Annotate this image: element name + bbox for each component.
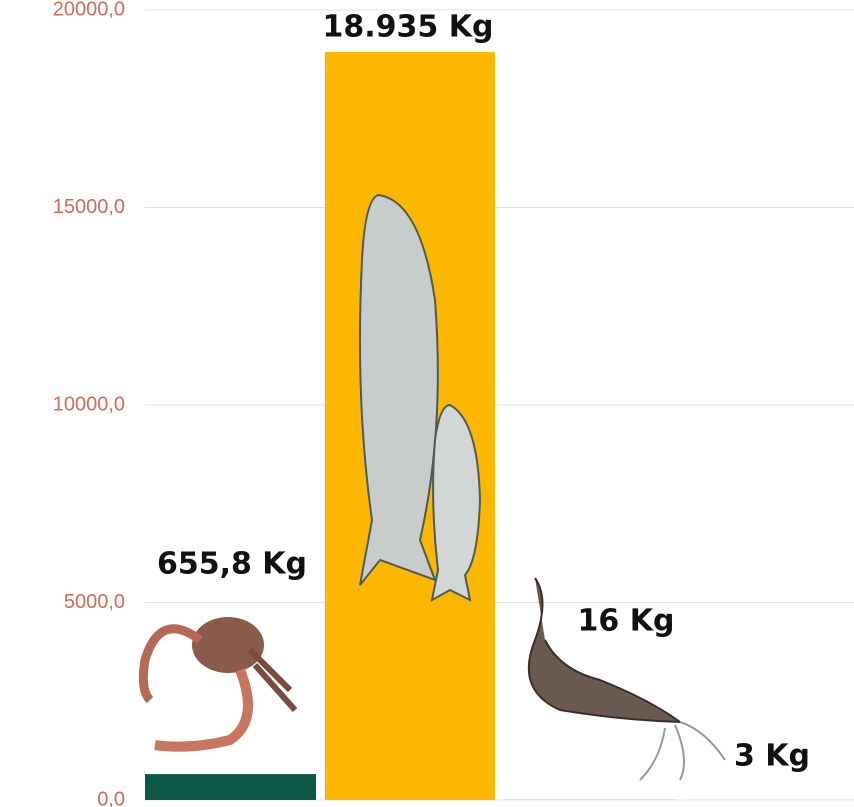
value-label: 16 Kg <box>578 604 675 639</box>
crab-illustration <box>138 617 298 752</box>
value-label: 655,8 Kg <box>157 547 307 582</box>
y-tick-label: 5000,0 <box>64 591 125 613</box>
y-tick-label: 0,0 <box>97 788 125 807</box>
bar <box>145 774 316 800</box>
catfish-illustration <box>527 577 726 781</box>
y-tick-label: 10000,0 <box>53 393 125 415</box>
y-tick-label: 20000,0 <box>53 0 125 20</box>
mullet-illustration <box>358 193 482 602</box>
value-label: 18.935 Kg <box>323 10 494 45</box>
bar <box>505 799 675 800</box>
value-label: 3 Kg <box>734 739 810 774</box>
plot: 0,0 5000,0 10000,0 15000,0 20000,0 <box>53 0 854 807</box>
y-tick-label: 15000,0 <box>53 196 125 218</box>
